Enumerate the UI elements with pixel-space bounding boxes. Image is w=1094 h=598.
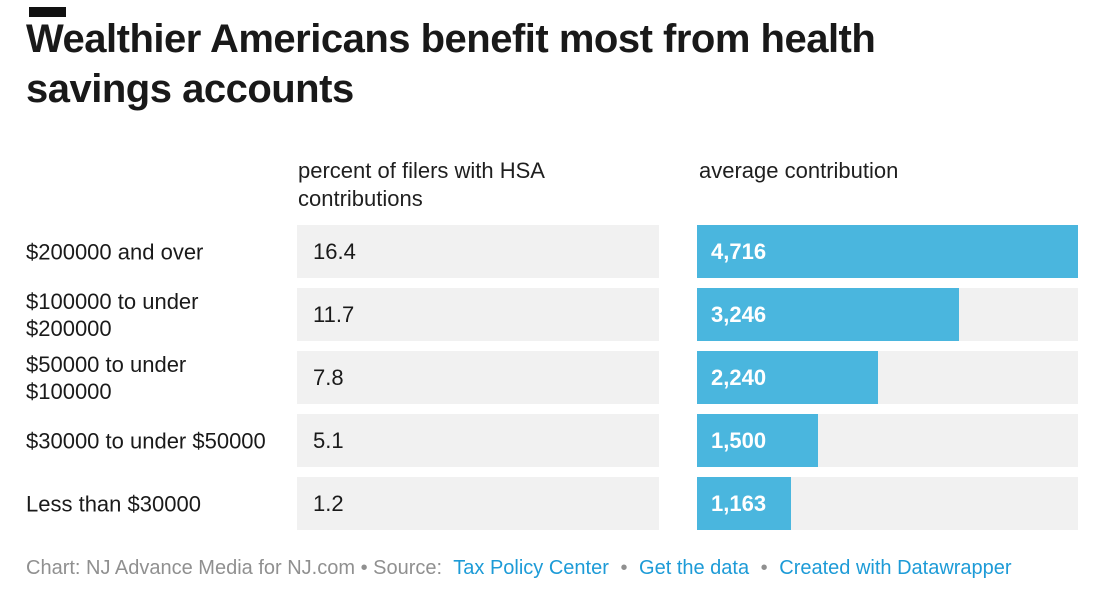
table-row: $50000 to under $100000 7.8 2,240 <box>0 351 1094 404</box>
percent-cell: 11.7 <box>297 288 659 341</box>
row-label: $100000 to under $200000 <box>26 288 199 341</box>
contribution-cell: 1,500 <box>697 414 1078 467</box>
contribution-cell: 2,240 <box>697 351 1078 404</box>
percent-value: 11.7 <box>313 301 355 327</box>
contribution-cell: 3,246 <box>697 288 1078 341</box>
row-label: $30000 to under $50000 <box>26 428 266 453</box>
footer-link-datawrapper[interactable]: Created with Datawrapper <box>779 557 1012 579</box>
footer-separator: • <box>760 557 768 579</box>
contribution-bar: 1,500 <box>697 414 819 467</box>
row-label: $200000 and over <box>26 239 204 264</box>
contribution-bar: 4,716 <box>697 225 1078 278</box>
footer-credit: Chart: NJ Advance Media for NJ.com • Sou… <box>26 557 443 579</box>
chart-title: Wealthier Americans benefit most from he… <box>26 17 876 111</box>
contribution-bar: 3,246 <box>697 288 960 341</box>
footer-link-source[interactable]: Tax Policy Center <box>453 557 609 579</box>
percent-value: 1.2 <box>313 490 344 516</box>
percent-cell: 5.1 <box>297 414 659 467</box>
corner-mark <box>29 7 66 17</box>
contribution-value: 1,500 <box>711 427 767 453</box>
percent-value: 5.1 <box>313 427 344 453</box>
percent-cell: 16.4 <box>297 225 659 278</box>
contribution-value: 1,163 <box>711 490 767 516</box>
footer: Chart: NJ Advance Media for NJ.com • Sou… <box>26 556 1086 581</box>
row-label: $50000 to under $100000 <box>26 351 187 404</box>
contribution-value: 2,240 <box>711 364 767 390</box>
column-header-contribution: average contribution <box>699 158 899 183</box>
column-header-percent: percent of filers with HSA contributions <box>298 158 544 211</box>
footer-separator: • <box>620 557 628 579</box>
contribution-value: 4,716 <box>711 238 767 264</box>
percent-value: 16.4 <box>313 238 356 264</box>
table-row: $200000 and over 16.4 4,716 <box>0 225 1094 278</box>
table-row: $100000 to under $200000 11.7 3,246 <box>0 288 1094 341</box>
percent-cell: 7.8 <box>297 351 659 404</box>
percent-cell: 1.2 <box>297 477 659 530</box>
table-row: $30000 to under $50000 5.1 1,500 <box>0 414 1094 467</box>
contribution-value: 3,246 <box>711 301 767 327</box>
table-body: $200000 and over 16.4 4,716 $100000 to u… <box>0 225 1094 540</box>
footer-link-get-data[interactable]: Get the data <box>639 557 750 579</box>
contribution-cell: 1,163 <box>697 477 1078 530</box>
contribution-bar: 2,240 <box>697 351 878 404</box>
contribution-bar: 1,163 <box>697 477 791 530</box>
contribution-cell: 4,716 <box>697 225 1078 278</box>
row-label: Less than $30000 <box>26 491 201 516</box>
table-row: Less than $30000 1.2 1,163 <box>0 477 1094 530</box>
percent-value: 7.8 <box>313 364 344 390</box>
